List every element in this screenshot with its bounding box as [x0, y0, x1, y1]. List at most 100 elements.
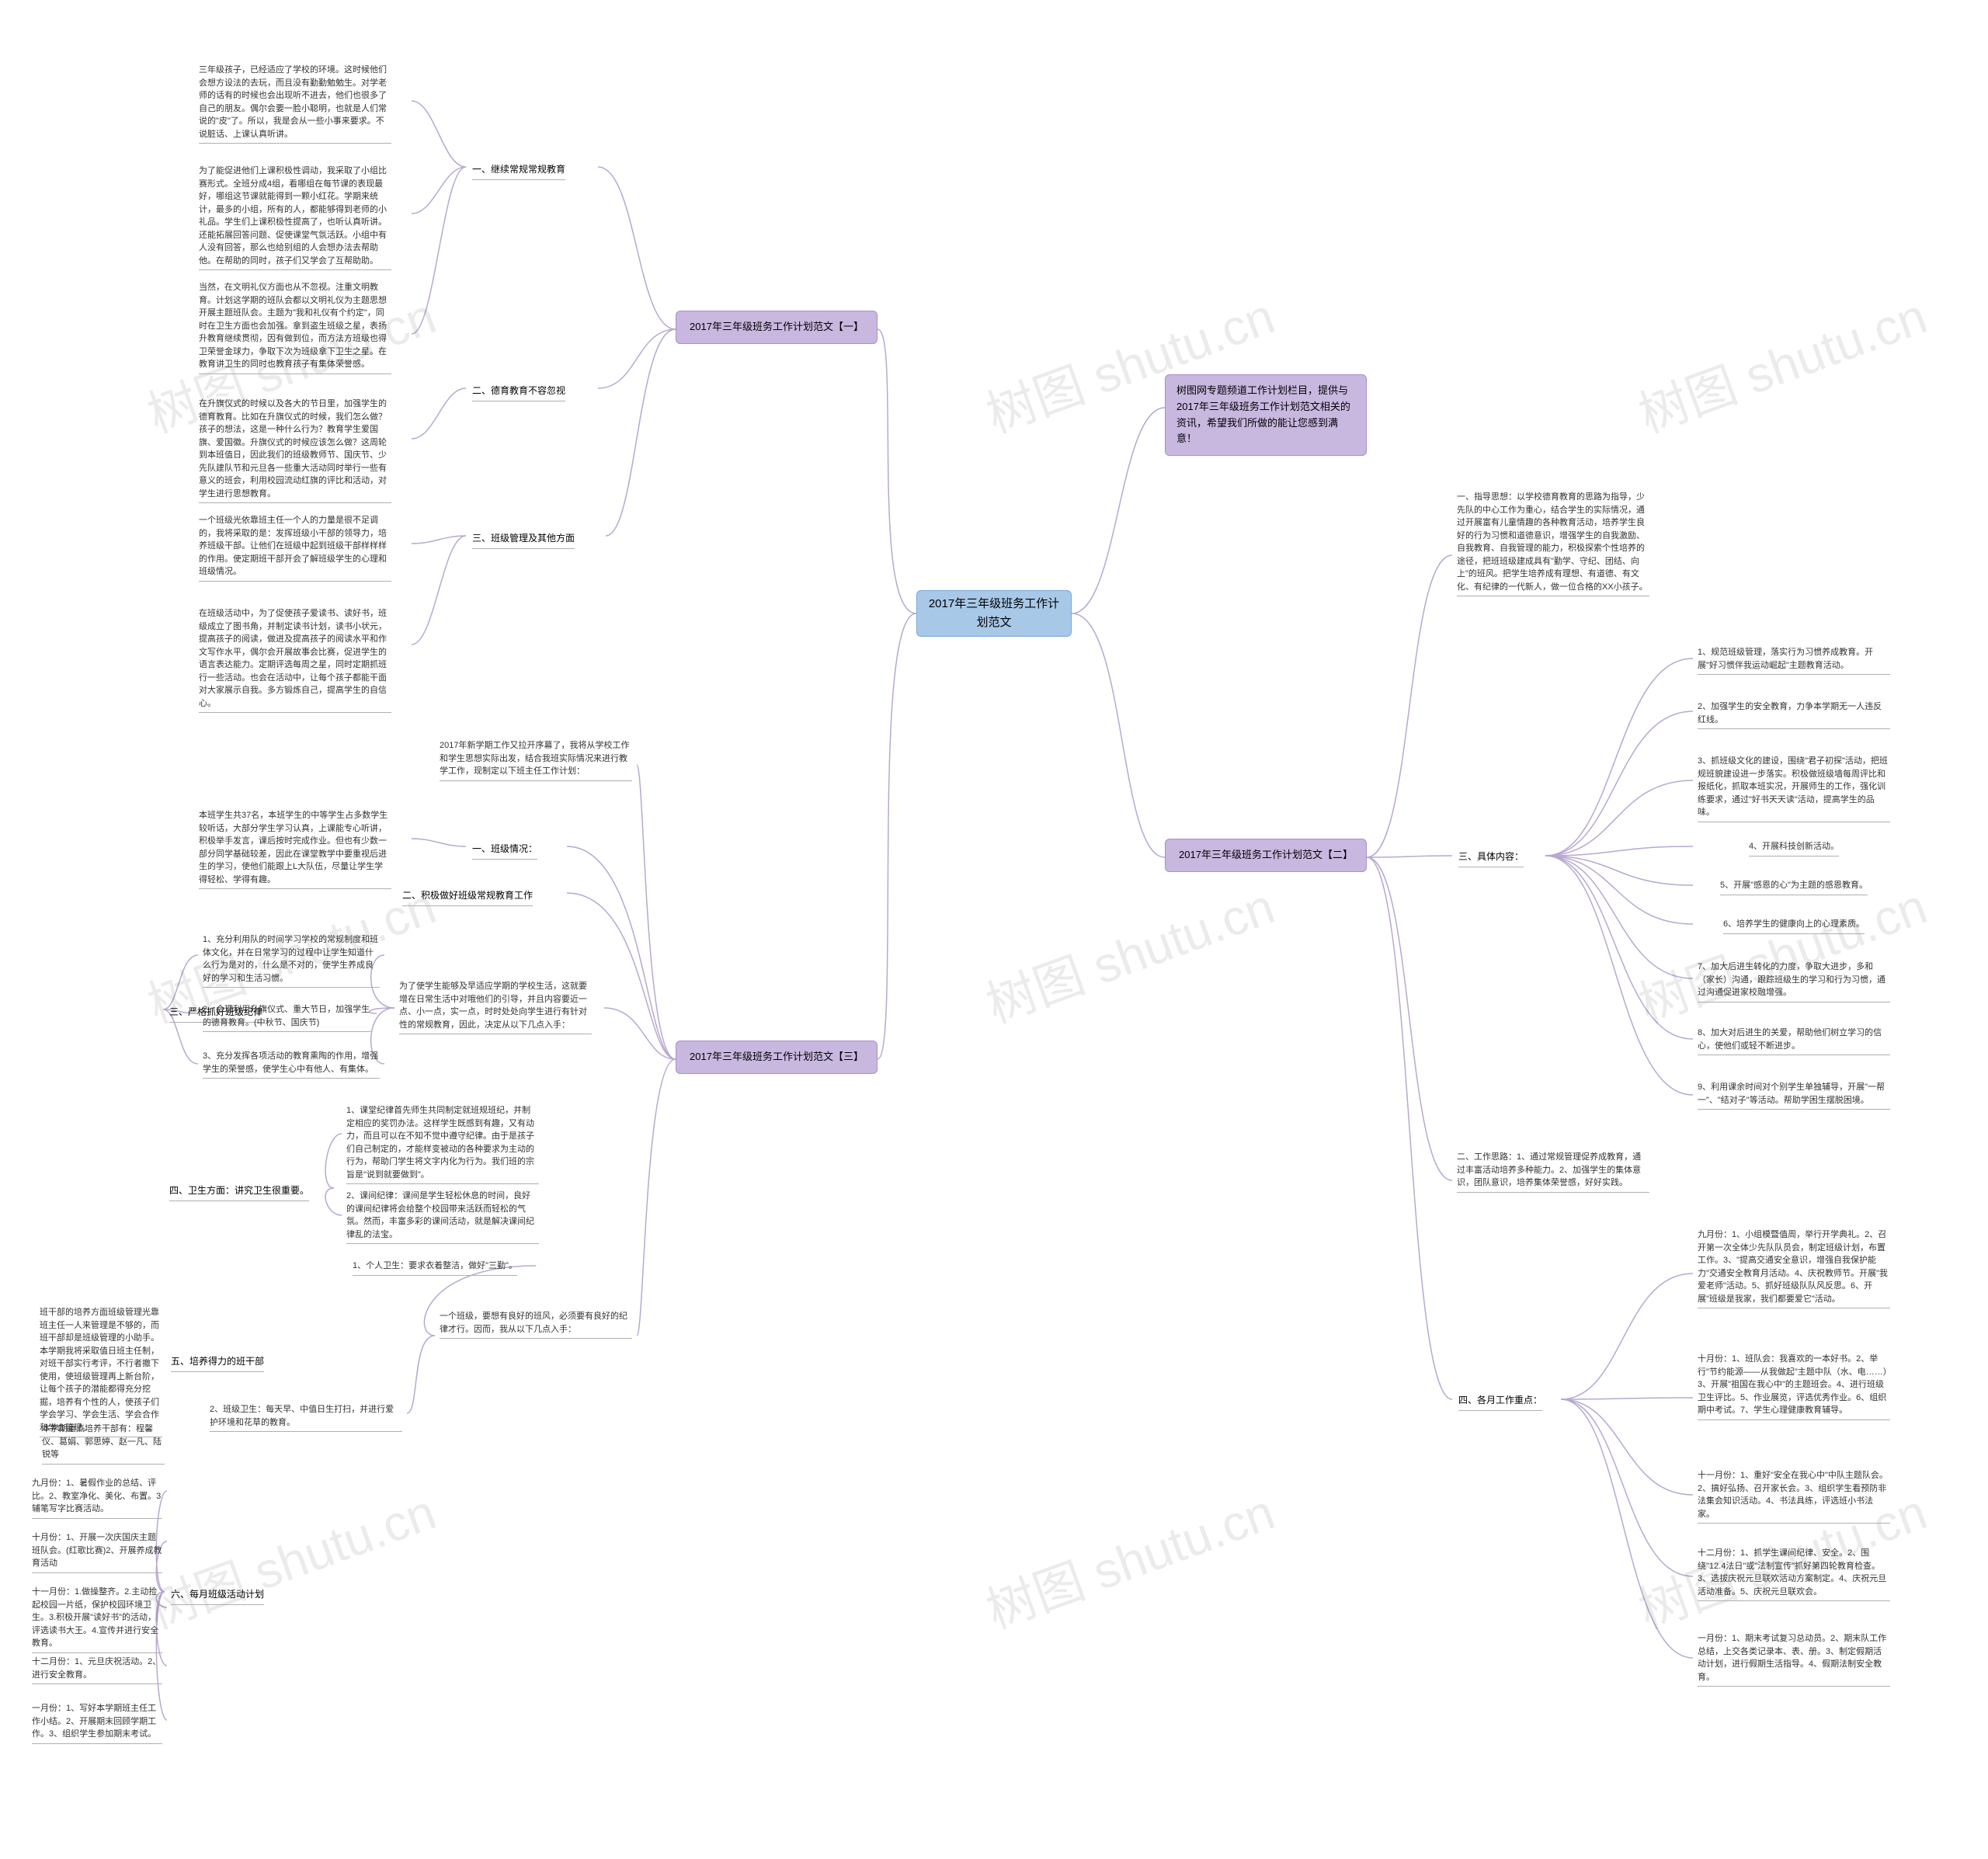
- text: 十二月份：1、元旦庆祝活动。2、进行安全教育。: [32, 1656, 162, 1684]
- c3-item-7: 7、加大后进生转化的力度，争取大进步，多和（家长）沟通，跟踪班级生的学习和行为习…: [1693, 959, 1895, 1004]
- b3-hyg-i1: 1、个人卫生：要求衣着整洁，做好"三勤"。: [334, 1258, 536, 1277]
- text: 六、每月班级活动计划: [171, 1587, 264, 1605]
- watermark: 树图 shutu.cn: [975, 867, 1283, 1037]
- b3-s12: 二、积极做好班级常规教育工作: [396, 885, 539, 909]
- text: 1、充分利用队的时间学习学校的常规制度和班体文化，并在日常学习的过程中让学生知道…: [203, 933, 380, 988]
- text: 6、培养学生的健康向上的心理素质。: [1723, 918, 1865, 934]
- text: 十二月份：1、抓学生课间纪律、安全。2、围绕"12.4法日"或"法制宣传"抓好第…: [1698, 1547, 1890, 1601]
- b3-s4-i1: 1、课堂纪律首先师生共同制定就班规班纪，并制定相应的奖罚办法。这样学生既感到有趣…: [342, 1103, 544, 1186]
- text: 二、工作思路：1、通过常规管理促养成教育，通过丰富活动培养多种能力。2、加强学生…: [1457, 1151, 1649, 1193]
- text: 五、培养得力的班干部: [171, 1354, 264, 1372]
- text: 一个班级，要想有良好的班风，必须要有良好的纪律才行。因而，我从以下几点入手：: [440, 1310, 632, 1339]
- text: 在升旗仪式的时候以及各大的节日里，加强学生的德育教育。比如在升旗仪式的时候，我们…: [199, 398, 391, 503]
- text: 3、充分发挥各项活动的教育熏陶的作用，增强学生的荣誉感，使学生心中有他人、有集体…: [203, 1050, 380, 1079]
- b3-s1: 一、班级情况：: [466, 839, 544, 863]
- watermark: 树图 shutu.cn: [137, 1472, 444, 1642]
- text: 2、加强学生的安全教育，力争本学期无一人违反红线。: [1698, 700, 1890, 729]
- text: 班干部的培养方面班级管理光靠班主任一人来管理是不够的，而班干部却是班级管理的小助…: [40, 1306, 162, 1437]
- text: 2017年新学期工作又拉开序幕了，我将从学校工作和学生思想实际出发，结合我班实际…: [440, 739, 632, 781]
- text: 十一月份：1.做操整齐。2.主动捡起校园一片纸，保护校园环境卫生。3.积极开展"…: [32, 1586, 162, 1653]
- text: 二、积极做好班级常规教育工作: [402, 888, 533, 906]
- b3-s6-oct: 十月份：1、开展一次庆国庆主题班队会。(红歌比赛)2、开展养成教育活动: [27, 1530, 167, 1575]
- text: 为了能促进他们上课积极性调动，我采取了小组比赛形式。全班分成4组，看哪组在每节课…: [199, 165, 391, 270]
- c4-nov: 十一月份：1、重好"安全在我心中"中队主题队会。2、搞好弘扬、召开家长会。3、组…: [1693, 1468, 1895, 1525]
- b3-s6-nov: 十一月份：1.做操整齐。2.主动捡起校园一片纸，保护校园环境卫生。3.积极开展"…: [27, 1584, 167, 1655]
- text: 十月份：1、开展一次庆国庆主题班队会。(红歌比赛)2、开展养成教育活动: [32, 1531, 162, 1573]
- b3-s2-text: 为了使学生能够及早适应学期的学校生活，这就要增在日常生活中对哦他们的引导，并且内…: [394, 978, 596, 1036]
- text: 在班级活动中，为了促使孩子爱读书、读好书，班级成立了图书角，并制定读书计划，读书…: [199, 607, 391, 713]
- right-intro[interactable]: 树图网专题频道工作计划栏目，提供与2017年三年级班务工作计划范文相关的资讯，希…: [1165, 374, 1367, 456]
- text: 三、具体内容：: [1458, 850, 1524, 867]
- text: 9、利用课余时间对个别学生单独辅导，开展"一帮一"、"结对子"等活动。帮助学困生…: [1698, 1081, 1890, 1110]
- text: 三、班级管理及其他方面: [472, 531, 575, 549]
- b3-s2-i1: 1、充分利用队的时间学习学校的常规制度和班体文化，并在日常学习的过程中让学生知道…: [198, 932, 384, 989]
- text: 二、德育教育不容忽视: [472, 384, 565, 401]
- branch-3[interactable]: 2017年三年级班务工作计划范文【三】: [676, 1041, 878, 1074]
- text: 为了使学生能够及早适应学期的学校生活，这就要增在日常生活中对哦他们的引导，并且内…: [399, 980, 592, 1034]
- c4-jan: 一月份：1、期末考试复习总动员。2、期末队工作总结，上交各类记录本、表、册。3、…: [1693, 1631, 1895, 1688]
- b1-s1: 一、继续常规常规教育: [466, 159, 572, 183]
- text: 1、规范班级管理，落实行为习惯养成教育。开展"好习惯伴我运动崛起"主题教育活动。: [1698, 646, 1890, 675]
- b1-s1-l1: 三年级孩子，已经适应了学校的环境。这时候他们会想方设法的去玩，而且没有勤勤勉勉生…: [194, 62, 396, 145]
- text: 一个班级光依靠班主任一个人的力量是很不足调的，我将采取的是：发挥班级小干部的领导…: [199, 514, 391, 582]
- branch-2[interactable]: 2017年三年级班务工作计划范文【二】: [1165, 839, 1367, 872]
- b3-s1-l1: 本班学生共37名，本班学生的中等学生占多数学生较听话，大部分学生学习认真，上课能…: [194, 808, 396, 891]
- c3-item-4: 4、开展科技创新活动。: [1693, 839, 1895, 858]
- text: 一月份：1、写好本学期班主任工作小结。2、开展期末回顾学期工作。3、组织学生参加…: [32, 1702, 162, 1744]
- text: 8、加大对后进生的关爱，帮助他们树立学习的信心，使他们或轻不断进步。: [1698, 1027, 1890, 1055]
- b3-s6: 六、每月班级活动计划: [165, 1584, 270, 1608]
- center-node[interactable]: 2017年三年级班务工作计划范文: [916, 590, 1072, 637]
- b3-s6-jan: 一月份：1、写好本学期班主任工作小结。2、开展期末回顾学期工作。3、组织学生参加…: [27, 1701, 167, 1746]
- text: 一、指导思想：以学校德育教育的思路为指导，少先队的中心工作为重心，结合学生的实际…: [1457, 491, 1649, 596]
- b1-s2: 二、德育教育不容忽视: [466, 380, 572, 405]
- text: 一、班级情况：: [472, 842, 537, 860]
- b3-s6-sep: 九月份：1、暑假作业的总结、评比。2、教室净化、美化、布置。3辅笔写字比赛活动。: [27, 1475, 167, 1520]
- text: 本班学生共37名，本班学生的中等学生占多数学生较听话，大部分学生学习认真，上课能…: [199, 809, 391, 889]
- b3-s4-i2: 2、课间纪律：课间是学生轻松休息的时间，良好的课间纪律将会给整个校园带来活跃而轻…: [342, 1188, 544, 1246]
- text: 四、卫生方面：讲究卫生很重要。: [169, 1183, 309, 1201]
- c4-dec: 十二月份：1、抓学生课间纪律、安全。2、围绕"12.4法日"或"法制宣传"抓好第…: [1693, 1545, 1895, 1603]
- b1-s3-l2: 在班级活动中，为了促使孩子爱读书、读好书，班级成立了图书角，并制定读书计划，读书…: [194, 606, 396, 714]
- b3-s5: 五、培养得力的班干部: [165, 1351, 270, 1375]
- b1-s1-l3: 当然，在文明礼仪方面也从不忽视。注重文明教育。计划这学期的班队会都以文明礼仪为主…: [194, 280, 396, 376]
- b3-hyg-i2: 2、班级卫生：每天早、中值日生打扫，并进行爱护环境和花草的教育。: [205, 1402, 407, 1433]
- text: 九月份：1、暑假作业的总结、评比。2、教室净化、美化、布置。3辅笔写字比赛活动。: [32, 1477, 162, 1519]
- c3-item-5: 5、开展"感恩的心"为主题的感恩教育。: [1693, 877, 1895, 897]
- text: 一月份：1、期末考试复习总动员。2、期末队工作总结，上交各类记录本、表、册。3、…: [1698, 1632, 1890, 1687]
- text: 本学期重点培养干部有：程馨仪、葛娟、郭思婷、赵一凡、陆锐等: [42, 1423, 165, 1465]
- c3-item-2: 2、加强学生的安全教育，力争本学期无一人违反红线。: [1693, 699, 1895, 731]
- text: 2、班级卫生：每天早、中值日生打扫，并进行爱护环境和花草的教育。: [210, 1403, 402, 1432]
- c3-item-9: 9、利用课余时间对个别学生单独辅导，开展"一帮一"、"结对子"等活动。帮助学困生…: [1693, 1079, 1895, 1111]
- c3-item-1: 1、规范班级管理，落实行为习惯养成教育。开展"好习惯伴我运动崛起"主题教育活动。: [1693, 645, 1895, 676]
- c3-item-6: 6、培养学生的健康向上的心理素质。: [1693, 916, 1895, 936]
- text: 十一月份：1、重好"安全在我心中"中队主题队会。2、搞好弘扬、召开家长会。3、组…: [1698, 1469, 1890, 1524]
- b3-s5-text: 班干部的培养方面班级管理光靠班主任一人来管理是不够的，而班干部却是班级管理的小助…: [35, 1305, 167, 1439]
- watermark: 树图 shutu.cn: [1628, 276, 1935, 447]
- branch2-c4-label: 四、各月工作重点：: [1452, 1390, 1548, 1414]
- text: 4、开展科技创新活动。: [1749, 840, 1839, 857]
- text: 四、各月工作重点：: [1458, 1393, 1542, 1411]
- text: 三年级孩子，已经适应了学校的环境。这时候他们会想方设法的去玩，而且没有勤勤勉勉生…: [199, 64, 391, 144]
- text: 2、合理利用升旗仪式、重大节日，加强学生的德育教育。(中秋节、国庆节): [203, 1003, 372, 1032]
- b3-s6-dec: 十二月份：1、元旦庆祝活动。2、进行安全教育。: [27, 1654, 167, 1686]
- b1-s2-l1: 在升旗仪式的时候以及各大的节日里，加强学生的德育教育。比如在升旗仪式的时候，我们…: [194, 396, 396, 505]
- b3-hygiene-text: 一个班级，要想有良好的班风，必须要有良好的纪律才行。因而，我从以下几点入手：: [435, 1308, 637, 1340]
- text: 十月份：1、班队会：我喜欢的一本好书。2、举行"节约能源——从我做起"主题中队（…: [1698, 1353, 1890, 1420]
- b3-s4: 四、卫生方面：讲究卫生很重要。: [163, 1180, 315, 1204]
- text: 2、课间纪律：课间是学生轻松休息的时间，良好的课间纪律将会给整个校园带来活跃而轻…: [346, 1190, 539, 1244]
- c4-oct: 十月份：1、班队会：我喜欢的一本好书。2、举行"节约能源——从我做起"主题中队（…: [1693, 1351, 1895, 1422]
- branch-1[interactable]: 2017年三年级班务工作计划范文【一】: [676, 311, 878, 344]
- b1-s1-l2: 为了能促进他们上课积极性调动，我采取了小组比赛形式。全班分成4组，看哪组在每节课…: [194, 163, 396, 272]
- watermark: 树图 shutu.cn: [975, 1472, 1283, 1642]
- text: 一、继续常规常规教育: [472, 162, 565, 180]
- text: 当然，在文明礼仪方面也从不忽视。注重文明教育。计划这学期的班队会都以文明礼仪为主…: [199, 281, 391, 374]
- text: 5、开展"感恩的心"为主题的感恩教育。: [1720, 879, 1868, 895]
- b3-s2-i2: 2、合理利用升旗仪式、重大节日，加强学生的德育教育。(中秋节、国庆节): [198, 1002, 377, 1034]
- branch2-c1: 一、指导思想：以学校德育教育的思路为指导，少先队的中心工作为重心，结合学生的实际…: [1452, 489, 1654, 598]
- c3-item-3: 3、抓班级文化的建设，围绕"君子初探"活动，把班规班貌建设进一步落实。积极做班级…: [1693, 753, 1895, 824]
- b3-s2-i3: 3、充分发挥各项活动的教育熏陶的作用，增强学生的荣誉感，使学生心中有他人、有集体…: [198, 1048, 384, 1080]
- b1-s3-l1: 一个班级光依靠班主任一个人的力量是很不足调的，我将采取的是：发挥班级小干部的领导…: [194, 513, 396, 583]
- b1-s3: 三、班级管理及其他方面: [466, 528, 581, 552]
- c4-sep: 九月份：1、小组模暨值周，举行开学典礼。2、召开第一次全体少先队队员会，制定班级…: [1693, 1227, 1895, 1310]
- text: 1、个人卫生：要求衣着整洁，做好"三勤"。: [353, 1260, 517, 1276]
